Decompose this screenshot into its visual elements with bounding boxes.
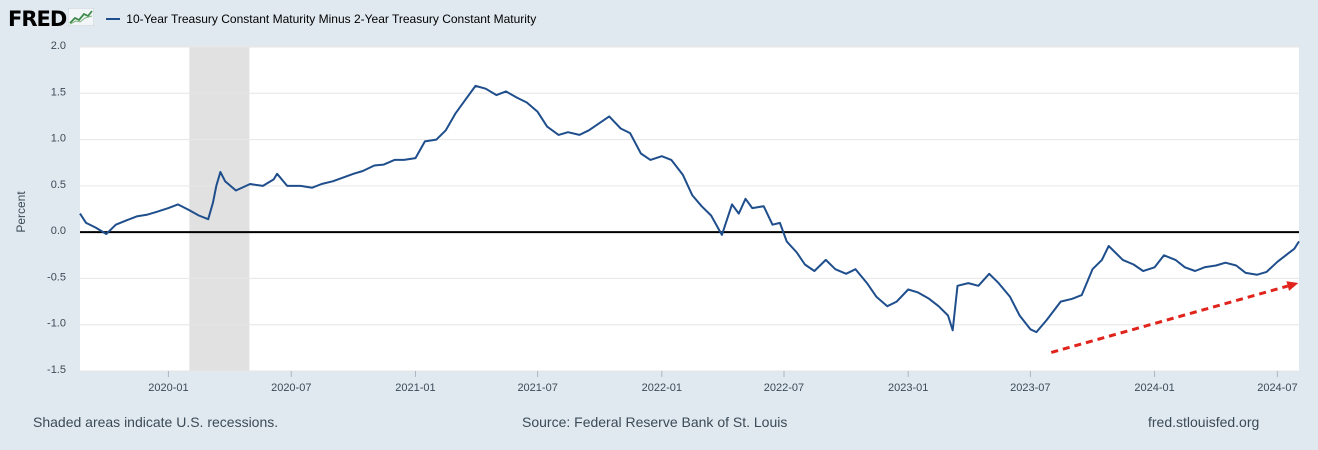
y-tick-label: -0.5 bbox=[47, 271, 66, 283]
x-tick-label: 2020-07 bbox=[271, 382, 311, 394]
recession-band bbox=[189, 47, 250, 371]
line-chart-icon bbox=[68, 8, 95, 26]
x-tick-label: 2022-01 bbox=[642, 382, 682, 394]
fred-logo: FRED bbox=[8, 7, 67, 31]
series-line[interactable] bbox=[79, 84, 1300, 334]
trend-arrow-head bbox=[1286, 281, 1299, 291]
x-tick-label: 2023-07 bbox=[1010, 382, 1050, 394]
x-tick-label: 2021-01 bbox=[395, 382, 435, 394]
x-tick-label: 2022-07 bbox=[764, 382, 804, 394]
trend-arrow-line bbox=[1050, 284, 1289, 354]
y-tick-label: 0.0 bbox=[51, 225, 66, 237]
legend-line-swatch bbox=[106, 18, 121, 20]
plot-area bbox=[80, 47, 1299, 371]
x-tick-label: 2024-07 bbox=[1257, 382, 1297, 394]
x-tick-label: 2020-01 bbox=[148, 382, 188, 394]
source-note: Source: Federal Reserve Bank of St. Loui… bbox=[522, 414, 788, 430]
chart: -1.5 -1.0 -0.5 0.0 0.5 1.0 1.5 2.0 2020-01 2020-… bbox=[14, 40, 1300, 394]
y-tick-label: 1.0 bbox=[51, 133, 66, 145]
legend[interactable]: 10-Year Treasury Constant Maturity Minus… bbox=[106, 12, 536, 26]
x-tick-label: 2021-07 bbox=[517, 382, 557, 394]
chart-header: FRED 10-Year Treasury Constant Maturity … bbox=[8, 5, 536, 33]
x-tick-label: 2023-01 bbox=[888, 382, 928, 394]
y-tick-label: 2.0 bbox=[51, 40, 66, 52]
y-axis-label: Percent bbox=[14, 191, 28, 233]
series-title: 10-Year Treasury Constant Maturity Minus… bbox=[126, 12, 537, 26]
recession-note: Shaded areas indicate U.S. recessions. bbox=[33, 414, 279, 430]
x-tick-label: 2024-01 bbox=[1134, 382, 1174, 394]
fred-url[interactable]: fred.stlouisfed.org bbox=[1148, 414, 1260, 430]
y-tick-label: -1.0 bbox=[47, 318, 66, 330]
y-tick-label: 1.5 bbox=[51, 86, 66, 98]
y-tick-label: 0.5 bbox=[51, 179, 66, 191]
y-tick-label: -1.5 bbox=[47, 364, 66, 376]
